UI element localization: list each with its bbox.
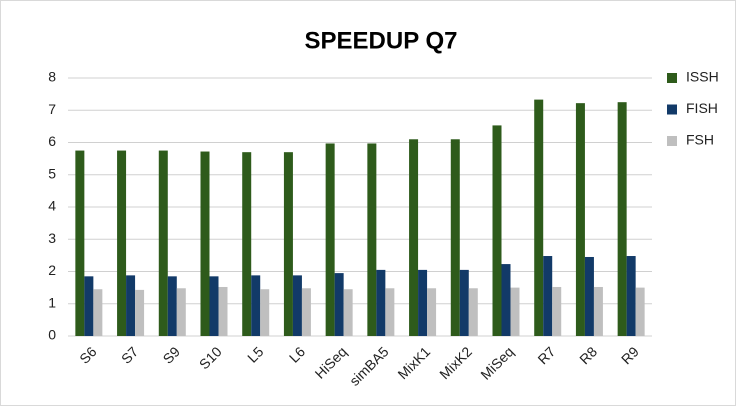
- bar: [84, 276, 94, 336]
- bar: [135, 289, 145, 336]
- bar: [343, 289, 353, 336]
- bar: [176, 288, 186, 336]
- y-tick-label: 7: [48, 101, 56, 117]
- bar: [376, 269, 386, 336]
- bar: [427, 288, 437, 336]
- legend-swatch: [667, 104, 677, 115]
- bar: [593, 286, 603, 336]
- bar: [534, 99, 544, 336]
- bar: [468, 288, 478, 336]
- y-tick-label: 8: [48, 69, 56, 85]
- bar: [301, 288, 311, 336]
- bar: [575, 103, 585, 336]
- y-tick-label: 0: [48, 327, 56, 343]
- bar: [584, 256, 594, 336]
- bar: [200, 151, 210, 336]
- bar: [292, 275, 302, 336]
- bar: [117, 150, 127, 336]
- legend-label: ISSH: [686, 69, 719, 85]
- bar: [334, 273, 344, 336]
- bar: [283, 152, 293, 336]
- bar: [93, 289, 103, 336]
- bar: [209, 276, 219, 336]
- bar: [543, 256, 553, 336]
- bar: [501, 264, 511, 336]
- chart-title: SPEEDUP Q7: [305, 27, 458, 54]
- y-tick-label: 6: [48, 133, 56, 149]
- bar: [552, 286, 562, 336]
- bar: [75, 150, 85, 336]
- bar: [167, 276, 177, 336]
- bar: [510, 287, 520, 336]
- y-tick-label: 1: [48, 294, 56, 310]
- legend-swatch: [667, 73, 677, 83]
- bar: [635, 287, 645, 336]
- legend-label: FISH: [686, 100, 718, 116]
- bar: [218, 286, 228, 336]
- bar: [158, 150, 168, 336]
- bar: [409, 139, 419, 336]
- bar: [325, 143, 335, 336]
- bar: [450, 139, 460, 336]
- legend-swatch: [667, 136, 677, 146]
- bar: [260, 289, 270, 336]
- bar: [617, 102, 627, 336]
- y-tick-label: 3: [48, 230, 56, 246]
- legend-label: FSH: [686, 132, 714, 148]
- bar: [251, 275, 261, 336]
- bar: [385, 288, 395, 336]
- y-tick-label: 5: [48, 165, 56, 181]
- bar: [626, 256, 636, 336]
- bar: [367, 143, 377, 336]
- bar: [459, 269, 469, 336]
- y-tick-label: 4: [48, 198, 56, 214]
- y-tick-label: 2: [48, 262, 56, 278]
- bar: [126, 275, 136, 336]
- bar: [242, 152, 252, 336]
- bar: [418, 269, 428, 336]
- bar: [492, 125, 502, 336]
